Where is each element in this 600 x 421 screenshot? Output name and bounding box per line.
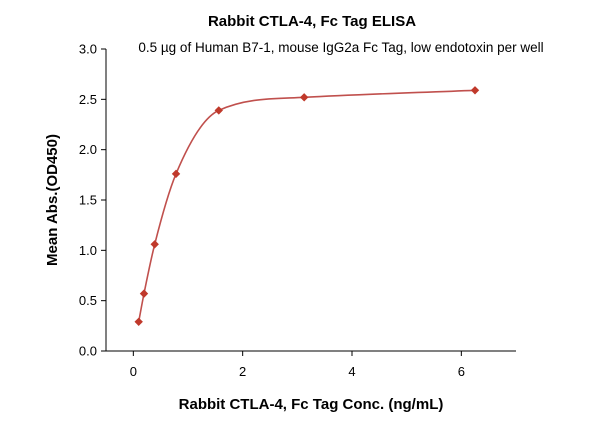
data-point	[134, 317, 143, 327]
x-tick-label: 4	[348, 364, 355, 379]
x-tick-label: 2	[239, 364, 246, 379]
chart-subtitle: 0.5 µg of Human B7-1, mouse IgG2a Fc Tag…	[138, 40, 543, 55]
data-point	[214, 106, 223, 115]
y-tick-label: 0.0	[79, 344, 97, 359]
chart-title: Rabbit CTLA-4, Fc Tag ELISA	[208, 13, 416, 30]
x-axis-label: Rabbit CTLA-4, Fc Tag Conc. (ng/mL)	[179, 396, 444, 413]
y-tick-label: 3.0	[79, 42, 97, 57]
data-point	[150, 240, 159, 249]
data-point	[299, 93, 309, 102]
x-tick-label: 0	[130, 364, 137, 379]
y-axis-label: Mean Abs.(OD450)	[44, 134, 61, 266]
data-points	[134, 86, 480, 327]
data-point	[470, 86, 480, 95]
y-tick-label: 2.0	[79, 142, 97, 157]
x-tick-label: 6	[458, 364, 465, 379]
data-point	[139, 289, 149, 298]
y-tick-label: 1.5	[79, 193, 97, 208]
fit-curve	[137, 89, 476, 322]
y-ticks: 0.0 0.5 1.0 1.5 2.0 2.5 3.0	[79, 42, 106, 359]
y-tick-label: 2.5	[79, 92, 97, 107]
y-tick-label: 1.0	[79, 243, 97, 258]
plot-area: 0.0 0.5 1.0 1.5 2.0 2.5 3.0 0 2 4 6	[79, 42, 516, 379]
y-tick-label: 0.5	[79, 293, 97, 308]
x-ticks: 0 2 4 6	[130, 351, 465, 379]
data-point	[171, 169, 181, 179]
